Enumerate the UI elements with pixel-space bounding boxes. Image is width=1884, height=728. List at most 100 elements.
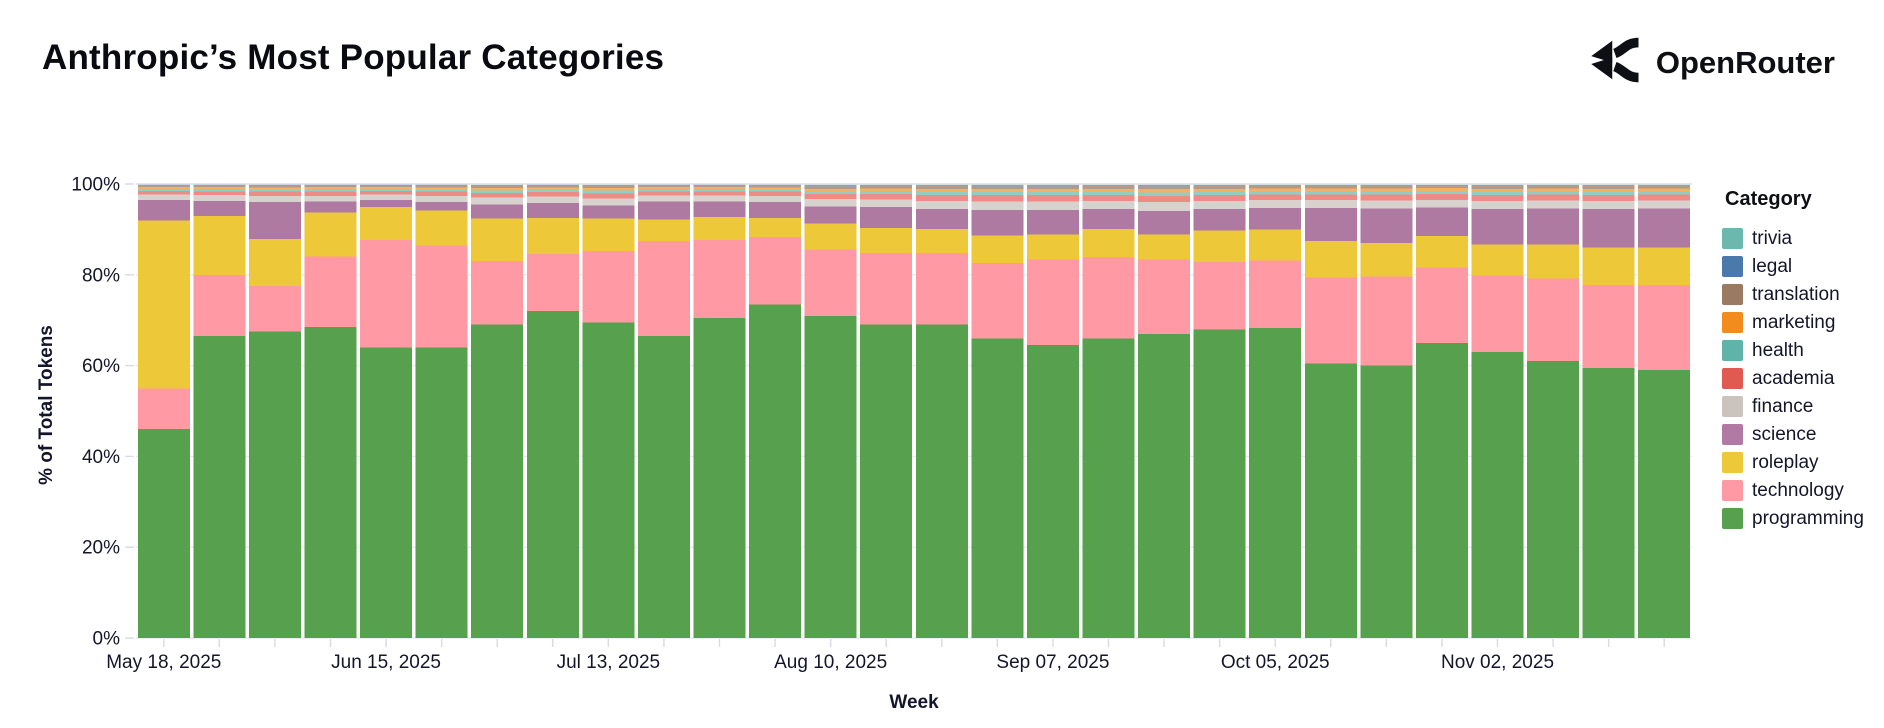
bar-segment-roleplay[interactable]: [1138, 234, 1191, 260]
bar-segment-programming[interactable]: [693, 317, 746, 638]
bar-segment-programming[interactable]: [415, 347, 468, 638]
bar-segment-academia[interactable]: [1527, 194, 1580, 201]
bar-segment-health[interactable]: [248, 189, 301, 192]
bar-segment-translation[interactable]: [860, 185, 913, 189]
bar-segment-translation[interactable]: [360, 185, 413, 187]
bar-segment-roleplay[interactable]: [1026, 234, 1079, 260]
bar-segment-programming[interactable]: [248, 331, 301, 638]
bar-segment-science[interactable]: [471, 204, 524, 219]
bar-segment-finance[interactable]: [860, 199, 913, 208]
bar-segment-roleplay[interactable]: [1360, 243, 1413, 277]
bar-segment-translation[interactable]: [1471, 186, 1524, 189]
bar-segment-translation[interactable]: [1193, 186, 1246, 189]
bar-segment-finance[interactable]: [1304, 200, 1357, 209]
bar-segment-legal[interactable]: [360, 184, 413, 186]
bar-segment-legal[interactable]: [193, 184, 246, 186]
bar-segment-programming[interactable]: [526, 311, 579, 638]
bar-segment-finance[interactable]: [1249, 200, 1302, 209]
bar-segment-health[interactable]: [1471, 191, 1524, 195]
bar-segment-programming[interactable]: [360, 347, 413, 638]
bar-segment-marketing[interactable]: [1193, 188, 1246, 192]
bar-segment-academia[interactable]: [137, 190, 190, 195]
bar-segment-roleplay[interactable]: [915, 228, 968, 254]
bar-segment-science[interactable]: [526, 203, 579, 219]
bar-segment-roleplay[interactable]: [749, 218, 802, 238]
bar-segment-marketing[interactable]: [860, 188, 913, 192]
bar-segment-programming[interactable]: [137, 429, 190, 638]
bar-segment-legal[interactable]: [582, 184, 635, 186]
bar-segment-legal[interactable]: [137, 184, 190, 186]
bar-segment-translation[interactable]: [1638, 185, 1691, 189]
bar-segment-technology[interactable]: [1638, 285, 1691, 371]
bar-segment-science[interactable]: [915, 208, 968, 229]
bar-segment-translation[interactable]: [1082, 186, 1135, 189]
bar-segment-roleplay[interactable]: [804, 223, 857, 250]
bar-segment-health[interactable]: [526, 189, 579, 193]
bar-segment-academia[interactable]: [1415, 194, 1468, 200]
bar-segment-legal[interactable]: [1360, 184, 1413, 186]
bar-segment-translation[interactable]: [137, 185, 190, 187]
bar-segment-academia[interactable]: [193, 191, 246, 196]
bar-segment-programming[interactable]: [749, 304, 802, 638]
bar-segment-technology[interactable]: [137, 388, 190, 430]
bar-segment-academia[interactable]: [582, 193, 635, 199]
bar-segment-technology[interactable]: [248, 286, 301, 332]
bar-segment-finance[interactable]: [1527, 200, 1580, 209]
bar-segment-technology[interactable]: [637, 240, 690, 337]
bar-segment-legal[interactable]: [1304, 184, 1357, 186]
bar-segment-programming[interactable]: [1527, 361, 1580, 638]
legend-item-academia[interactable]: academia: [1722, 368, 1864, 389]
bar-segment-health[interactable]: [1304, 191, 1357, 195]
bar-segment-science[interactable]: [193, 200, 246, 216]
bar-segment-programming[interactable]: [860, 324, 913, 638]
bar-segment-science[interactable]: [1026, 209, 1079, 235]
bar-segment-legal[interactable]: [526, 184, 579, 186]
bar-segment-finance[interactable]: [304, 195, 357, 202]
bar-segment-roleplay[interactable]: [1193, 230, 1246, 263]
bar-segment-academia[interactable]: [415, 191, 468, 197]
bar-segment-translation[interactable]: [971, 186, 1024, 189]
bar-segment-translation[interactable]: [1026, 186, 1079, 189]
bar-segment-finance[interactable]: [137, 194, 190, 200]
bar-segment-academia[interactable]: [749, 191, 802, 197]
bar-segment-academia[interactable]: [1582, 194, 1635, 201]
bar-segment-science[interactable]: [360, 199, 413, 208]
bar-segment-roleplay[interactable]: [1249, 229, 1302, 261]
bar-segment-academia[interactable]: [360, 190, 413, 195]
bar-segment-roleplay[interactable]: [304, 212, 357, 257]
bar-segment-science[interactable]: [804, 206, 857, 224]
bar-segment-translation[interactable]: [1138, 186, 1191, 190]
bar-segment-translation[interactable]: [526, 185, 579, 188]
bar-segment-health[interactable]: [360, 188, 413, 191]
bar-segment-programming[interactable]: [1304, 363, 1357, 638]
bar-segment-academia[interactable]: [637, 191, 690, 196]
bar-segment-programming[interactable]: [193, 336, 246, 638]
bar-segment-health[interactable]: [1638, 191, 1691, 195]
legend-item-trivia[interactable]: trivia: [1722, 228, 1864, 249]
bar-segment-academia[interactable]: [1304, 194, 1357, 201]
bar-segment-academia[interactable]: [1360, 194, 1413, 201]
bar-segment-academia[interactable]: [1193, 194, 1246, 201]
bar-segment-health[interactable]: [804, 191, 857, 194]
bar-segment-translation[interactable]: [1582, 186, 1635, 189]
bar-segment-finance[interactable]: [1360, 200, 1413, 209]
bar-segment-marketing[interactable]: [1304, 188, 1357, 192]
bar-segment-marketing[interactable]: [415, 187, 468, 190]
bar-segment-technology[interactable]: [1026, 259, 1079, 346]
bar-segment-programming[interactable]: [1082, 338, 1135, 638]
bar-segment-health[interactable]: [1360, 191, 1413, 195]
bar-segment-marketing[interactable]: [137, 186, 190, 189]
bar-segment-finance[interactable]: [471, 197, 524, 205]
bar-segment-finance[interactable]: [1193, 200, 1246, 209]
bar-segment-finance[interactable]: [693, 195, 746, 202]
bar-segment-legal[interactable]: [248, 184, 301, 186]
bar-segment-health[interactable]: [1527, 191, 1580, 195]
bar-segment-health[interactable]: [971, 191, 1024, 196]
bar-segment-legal[interactable]: [1415, 184, 1468, 186]
bar-segment-academia[interactable]: [304, 191, 357, 196]
bar-segment-legal[interactable]: [1582, 184, 1635, 187]
bar-segment-technology[interactable]: [1415, 267, 1468, 343]
bar-segment-health[interactable]: [1415, 191, 1468, 195]
bar-segment-roleplay[interactable]: [1471, 244, 1524, 276]
bar-segment-legal[interactable]: [971, 185, 1024, 187]
